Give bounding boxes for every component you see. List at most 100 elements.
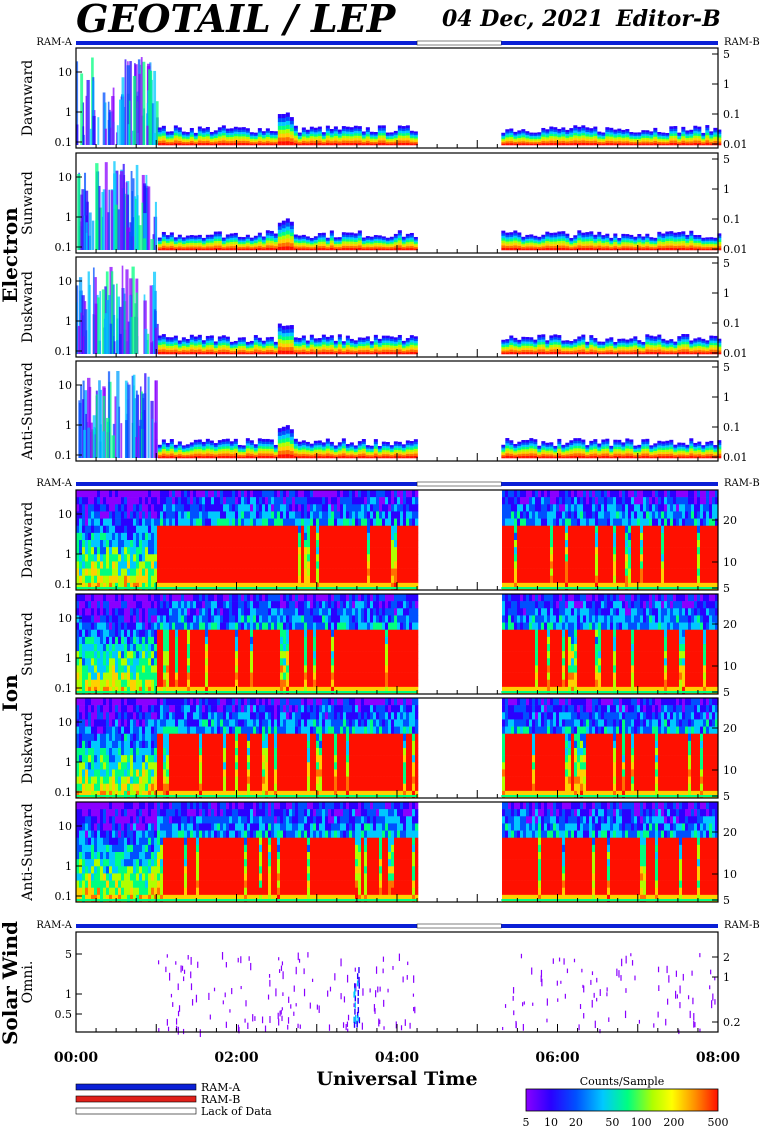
spectrogram-cell: [669, 133, 673, 136]
spectrogram-cell: [601, 246, 605, 248]
spectrogram-cell: [398, 238, 402, 241]
spectrogram-cell: [144, 373, 146, 458]
spectrogram-cell: [577, 448, 581, 451]
spectrogram-cell: [298, 338, 302, 340]
spectrogram-cell: [178, 248, 182, 250]
spectrogram-cell: [553, 337, 557, 340]
spectrogram-cell: [677, 234, 681, 237]
spectrogram-cell: [545, 454, 549, 456]
spectrogram-cell: [182, 445, 186, 447]
spectrogram-cell: [362, 342, 366, 344]
spectrogram-cell: [202, 526, 205, 533]
spectrogram-cell: [637, 234, 641, 236]
spectrogram-cell: [641, 143, 645, 145]
spectrogram-cell: [322, 235, 326, 237]
spectrogram-cell: [681, 447, 685, 449]
spectrogram-cell: [517, 235, 521, 237]
spectrogram-cell: [160, 504, 163, 511]
spectrogram-cell: [386, 442, 390, 444]
spectrogram-cell: [94, 569, 97, 576]
spectrogram-cell: [689, 236, 693, 239]
spectrogram-cell: [109, 533, 112, 540]
spectrogram-cell: [358, 131, 362, 134]
spectrogram-cell: [198, 442, 202, 445]
spectrogram-cell: [186, 241, 190, 243]
spectrogram-cell: [621, 141, 625, 143]
spectrogram-cell: [390, 132, 394, 134]
spectrogram-cell: [242, 341, 246, 343]
spectrogram-cell: [705, 454, 709, 456]
spectrogram-cell: [513, 248, 517, 251]
spectrogram-cell: [202, 533, 205, 540]
spectrogram-cell: [374, 241, 378, 243]
spectrogram-cell: [661, 446, 665, 448]
spectrogram-cell: [199, 576, 202, 583]
spectrogram-cell: [545, 143, 549, 145]
spectrogram-cell: [190, 519, 193, 526]
spectrogram-cell: [286, 112, 290, 116]
spectrogram-cell: [386, 454, 390, 456]
spectrogram-cell: [577, 129, 581, 132]
spectrogram-cell: [533, 456, 537, 459]
spectrogram-cell: [141, 57, 143, 145]
spectrogram-cell: [374, 449, 378, 452]
spectrogram-cell: [561, 130, 565, 133]
spectrogram-cell: [160, 497, 163, 504]
spectrogram-cell: [163, 540, 166, 547]
spectrogram-cell: [190, 450, 194, 452]
spectrogram-cell: [589, 349, 593, 352]
spectrogram-cell: [549, 349, 553, 352]
spectrogram-cell: [601, 237, 605, 239]
spectrogram-cell: [414, 345, 418, 348]
spectrogram-cell: [589, 352, 593, 355]
spectrogram-cell: [234, 446, 238, 449]
spectrogram-cell: [169, 490, 172, 497]
spectrogram-cell: [133, 561, 136, 568]
spectrogram-cell: [187, 497, 190, 504]
spectrogram-cell: [565, 454, 569, 456]
spectrogram-cell: [509, 143, 513, 145]
spectrogram-cell: [350, 350, 354, 352]
spectrogram-cell: [617, 238, 621, 240]
spectrogram-cell: [322, 244, 326, 246]
spectrogram-cell: [509, 345, 513, 348]
spectrogram-cell: [553, 349, 557, 352]
spectrogram-cell: [673, 140, 677, 143]
spectrogram-cell: [541, 141, 545, 143]
spectrogram-cell: [569, 440, 573, 443]
spectrogram-cell: [358, 235, 362, 238]
spectrogram-cell: [597, 239, 601, 242]
spectrogram-cell: [190, 540, 193, 547]
spectrogram-cell: [318, 340, 322, 342]
spectrogram-cell: [513, 447, 517, 449]
spectrogram-cell: [553, 143, 557, 146]
spectrogram-cell: [529, 242, 533, 244]
spectrogram-cell: [553, 334, 557, 337]
spectrogram-cell: [709, 338, 713, 341]
spectrogram-cell: [82, 490, 85, 497]
spectrogram-cell: [326, 456, 330, 459]
spectrogram-cell: [310, 127, 314, 130]
spectrogram-cell: [533, 439, 537, 442]
ram-a-segment: [76, 482, 417, 486]
spectrogram-cell: [174, 343, 178, 346]
spectrogram-cell: [162, 451, 166, 454]
spectrogram-cell: [318, 338, 322, 340]
spectrogram-cell: [145, 504, 148, 511]
spectrogram-cell: [537, 349, 541, 352]
spectrogram-cell: [230, 235, 234, 237]
spectrogram-cell: [569, 442, 573, 445]
spectrogram-cell: [677, 443, 681, 445]
spectrogram-cell: [178, 561, 181, 568]
spectrogram-cell: [573, 246, 577, 248]
spectrogram-cell: [322, 233, 326, 235]
spectrogram-cell: [258, 237, 262, 239]
spectrogram-cell: [505, 348, 509, 350]
spectrogram-cell: [585, 234, 589, 237]
spectrogram-cell: [282, 427, 286, 431]
spectrogram-cell: [181, 504, 184, 511]
spectrogram-cell: [350, 235, 354, 237]
spectrogram-cell: [645, 240, 649, 242]
spectrogram-cell: [382, 248, 386, 250]
spectrogram-cell: [362, 340, 366, 342]
